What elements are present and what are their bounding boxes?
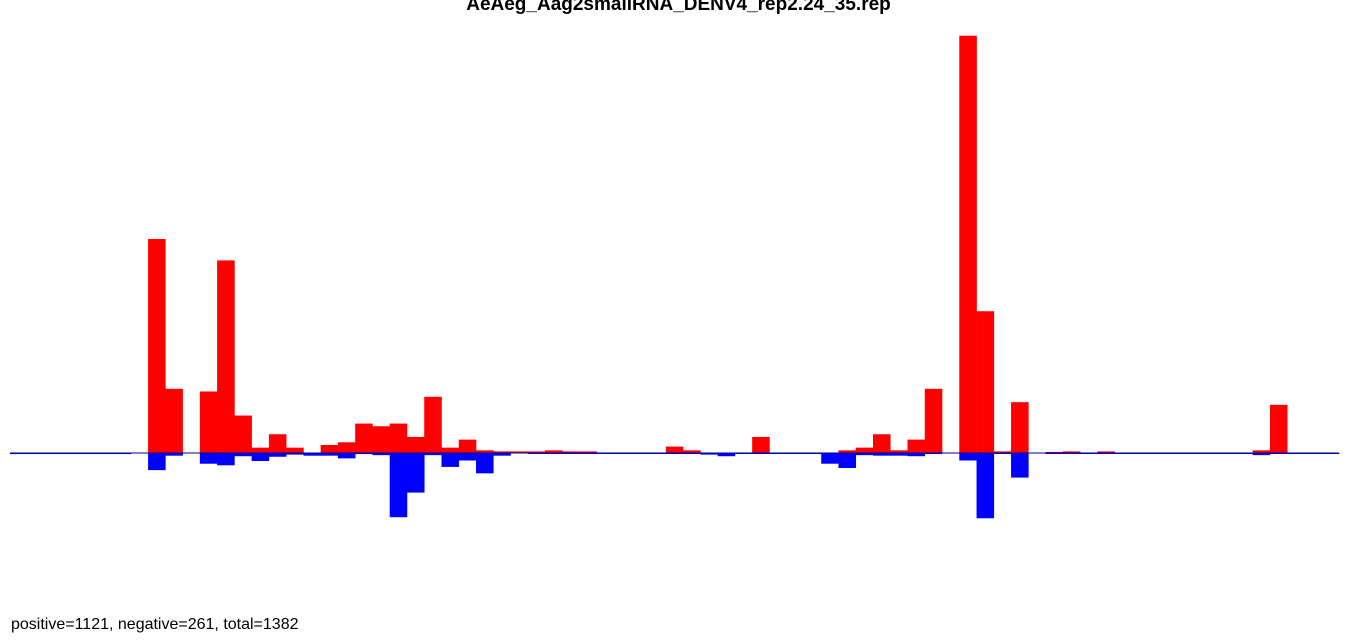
summary-counts: positive=1121, negative=261, total=1382 (11, 616, 299, 633)
negative-bar-9 (165, 453, 183, 456)
negative-bar-16 (286, 453, 304, 455)
positive-bar-57 (993, 451, 1012, 453)
negative-bar-1 (27, 453, 45, 455)
negative-bar-25 (441, 453, 460, 467)
positive-bar-51 (890, 450, 908, 453)
positive-bar-32 (562, 451, 580, 453)
negative-bar-11 (199, 453, 218, 464)
negative-bar-18 (320, 453, 339, 456)
negative-bar-58 (1011, 453, 1029, 478)
positive-bar-26 (458, 439, 477, 454)
positive-bar-21 (372, 426, 391, 453)
chart-title: AeAeg_Aag2smallRNA_DENV4_rep2.24_35.rep (466, 0, 891, 15)
negative-bar-13 (234, 453, 252, 457)
positive-bar-38 (665, 446, 684, 453)
positive-bar-49 (855, 447, 874, 453)
positive-bar-60 (1045, 451, 1064, 453)
negative-bar-4 (79, 453, 97, 455)
positive-bar-16 (286, 447, 304, 453)
negative-bar-56 (976, 453, 995, 519)
positive-bar-61 (1062, 451, 1081, 453)
negative-bar-5 (96, 453, 114, 455)
positive-bar-25 (441, 447, 460, 453)
positive-bar-23 (406, 436, 425, 453)
positive-bar-18 (320, 444, 339, 453)
negative-bar-27 (476, 453, 494, 474)
negative-bar-55 (959, 453, 977, 461)
negative-bar-0 (10, 453, 28, 455)
positive-bar-24 (424, 396, 442, 453)
positive-bars (148, 35, 1288, 454)
positive-bar-52 (907, 439, 926, 454)
positive-bar-22 (389, 423, 408, 453)
positive-bar-14 (251, 447, 270, 453)
positive-bar-12 (217, 260, 235, 453)
positive-bar-29 (510, 451, 529, 453)
negative-bar-50 (872, 453, 891, 456)
negative-bar-22 (389, 453, 408, 518)
positive-bar-8 (148, 239, 166, 453)
positive-bar-20 (355, 423, 373, 453)
negative-bar-47 (821, 453, 839, 464)
negative-bar-26 (458, 453, 477, 461)
positive-bar-63 (1097, 451, 1115, 453)
negative-bar-49 (855, 453, 874, 456)
positive-bar-13 (234, 415, 252, 453)
positive-bar-30 (527, 451, 546, 453)
positive-bar-28 (493, 451, 511, 453)
negative-bar-19 (337, 453, 356, 459)
negative-bar-52 (907, 453, 926, 457)
positive-bar-50 (872, 434, 891, 453)
negative-bar-17 (303, 453, 321, 456)
negative-bars (10, 453, 1340, 519)
negative-bar-12 (217, 453, 235, 466)
negative-bar-20 (355, 453, 373, 455)
positive-bar-43 (752, 436, 770, 453)
negative-bar-48 (838, 453, 857, 468)
negative-bar-14 (251, 453, 270, 462)
negative-bar-6 (113, 453, 132, 455)
negative-bar-2 (44, 453, 63, 455)
negative-bar-21 (372, 453, 391, 456)
negative-bar-23 (406, 453, 425, 493)
positive-bar-56 (976, 311, 995, 453)
negative-bar-8 (148, 453, 166, 471)
negative-bar-3 (61, 453, 80, 455)
negative-bar-15 (268, 453, 287, 457)
positive-bar-15 (268, 434, 287, 453)
positive-bar-53 (924, 388, 943, 453)
positive-bar-55 (959, 35, 977, 453)
negative-bar-24 (424, 453, 442, 456)
positive-bar-33 (579, 451, 598, 453)
positive-bar-19 (337, 442, 356, 453)
positive-bar-11 (199, 391, 218, 453)
positive-bar-73 (1269, 404, 1288, 453)
positive-bar-39 (683, 450, 701, 453)
positive-bar-9 (165, 388, 183, 453)
positive-bar-27 (476, 450, 494, 453)
positive-bar-31 (545, 450, 563, 453)
positive-bar-72 (1252, 450, 1271, 453)
positive-bar-48 (838, 450, 857, 453)
negative-bar-28 (493, 453, 511, 456)
negative-bar-72 (1252, 453, 1271, 456)
negative-bar-40 (700, 453, 718, 455)
positive-bar-58 (1011, 402, 1029, 453)
negative-bar-51 (890, 453, 908, 456)
negative-bar-41 (717, 453, 736, 457)
